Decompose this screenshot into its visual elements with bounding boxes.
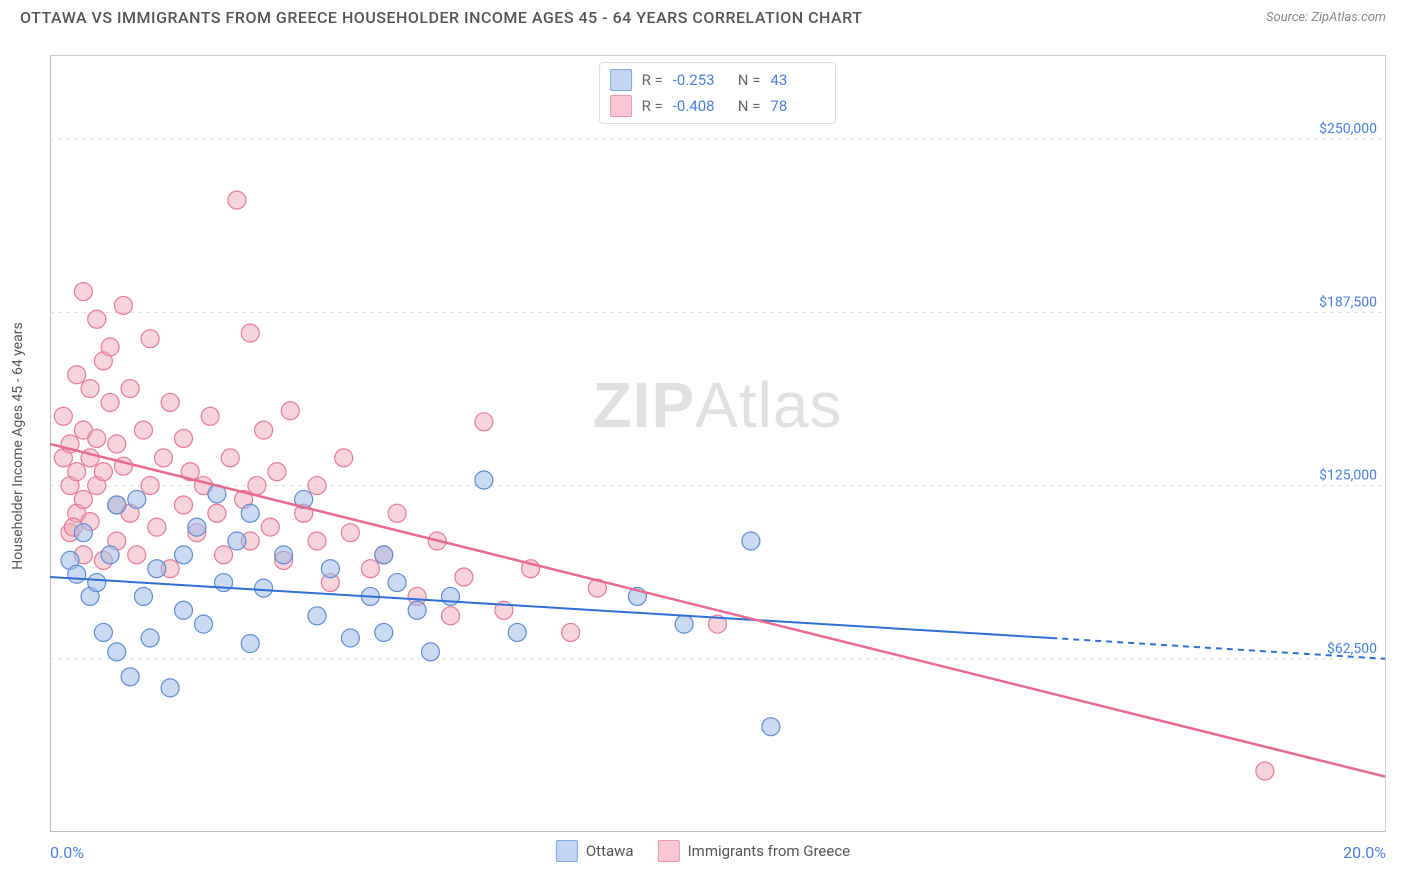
n-label: N = [738,97,761,115]
svg-text:$187,500: $187,500 [1319,293,1377,310]
r-label: R = [642,71,663,89]
swatch-greece [610,95,632,117]
y-axis-title: Householder Income Ages 45 - 64 years [10,322,26,569]
legend-row-ottawa: R = -0.253 N = 43 [610,67,826,93]
series-legend: Ottawa Immigrants from Greece [556,840,850,862]
x-max-label: 20.0% [1343,843,1386,862]
legend-label: Ottawa [586,842,634,860]
x-min-label: 0.0% [50,843,84,862]
svg-text:$125,000: $125,000 [1319,467,1377,484]
n-value-ottawa: 43 [770,71,825,89]
scatter-plot-svg: $62,500 $125,000 $187,500 $250,000 [50,56,1385,832]
chart-plot-area: ZIPAtlas R = -0.253 N = 43 R = -0.408 N … [50,55,1386,832]
correlation-legend: R = -0.253 N = 43 R = -0.408 N = 78 [599,62,837,124]
source-label: Source: ZipAtlas.com [1266,10,1386,25]
svg-text:$250,000: $250,000 [1319,120,1377,137]
svg-text:$62,500: $62,500 [1327,640,1377,657]
legend-row-greece: R = -0.408 N = 78 [610,93,826,119]
swatch-icon [658,840,680,862]
r-label: R = [642,97,663,115]
n-label: N = [738,71,761,89]
chart-title: OTTAWA VS IMMIGRANTS FROM GREECE HOUSEHO… [20,8,862,27]
legend-item-ottawa: Ottawa [556,840,634,862]
legend-item-greece: Immigrants from Greece [658,840,851,862]
n-value-greece: 78 [770,97,825,115]
legend-label: Immigrants from Greece [688,842,851,860]
swatch-ottawa [610,69,632,91]
r-value-greece: -0.408 [673,97,728,115]
r-value-ottawa: -0.253 [673,71,728,89]
swatch-icon [556,840,578,862]
